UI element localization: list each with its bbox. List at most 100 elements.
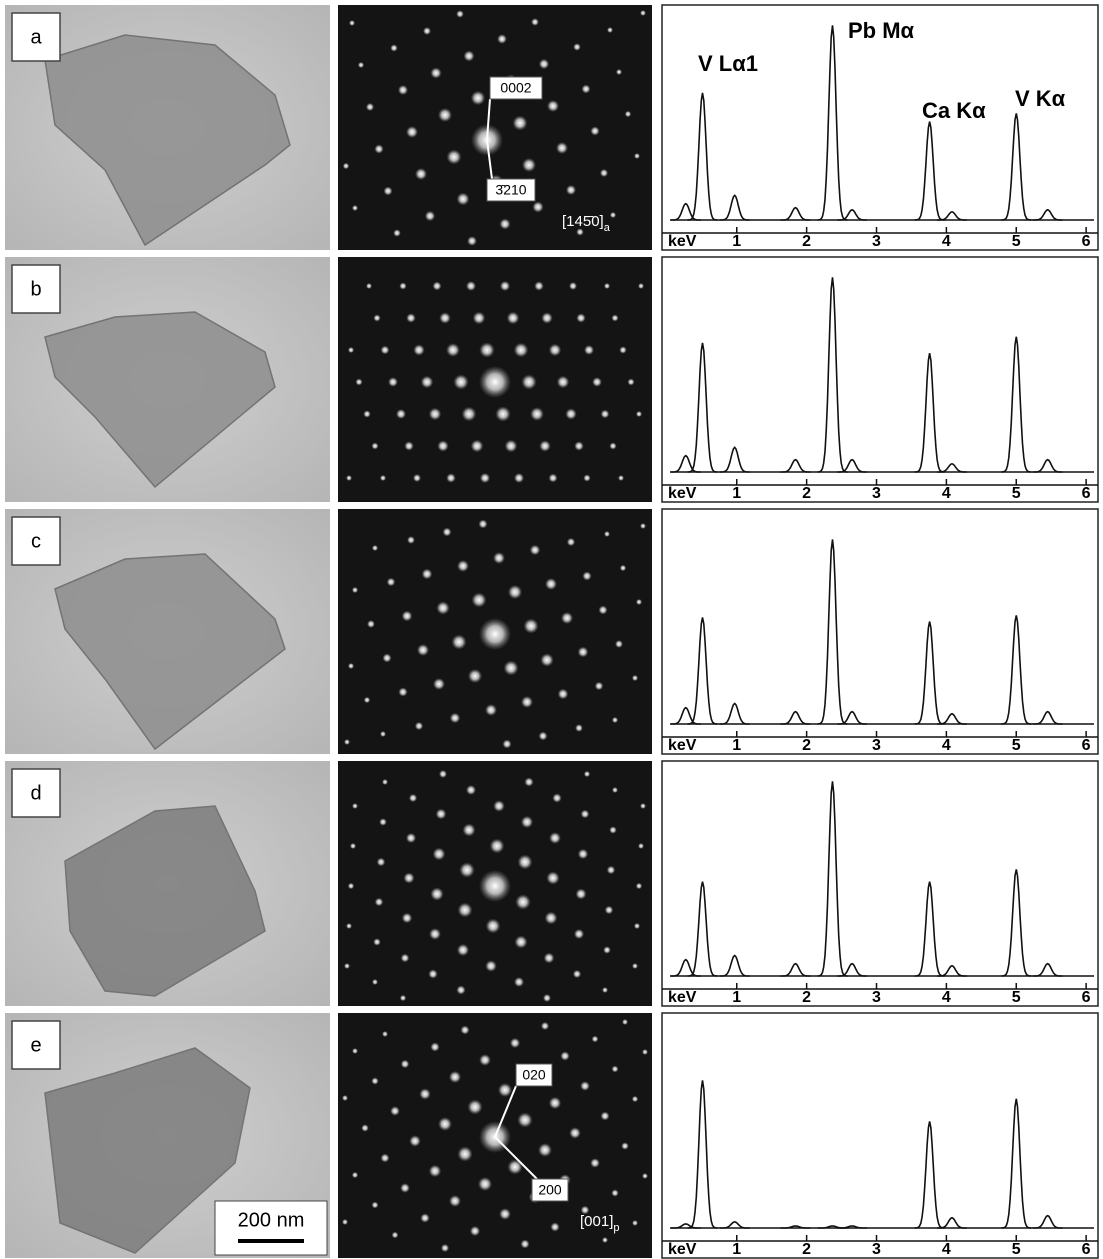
diffraction-spot xyxy=(583,474,591,482)
pointer-line xyxy=(486,139,493,180)
diffraction-spot xyxy=(611,1189,619,1197)
diffraction-spot xyxy=(400,1059,410,1069)
crystal xyxy=(44,311,276,489)
diffraction-spot xyxy=(469,1225,481,1237)
diffraction-spot xyxy=(451,634,467,650)
x-axis-label: keV xyxy=(668,485,697,502)
spectrum-peak xyxy=(719,1220,750,1229)
diffraction-spot xyxy=(580,809,590,819)
diffraction-spot xyxy=(640,523,646,529)
x-tick-label: 4 xyxy=(942,1241,951,1258)
spectrum-frame xyxy=(661,256,1099,503)
diffraction-spot xyxy=(548,1096,562,1110)
zone-axis-text: [145̄0] xyxy=(562,213,604,230)
diffraction-spot xyxy=(371,442,379,450)
diffraction-spot xyxy=(407,536,415,544)
crystal xyxy=(54,553,286,751)
x-axis-label: keV xyxy=(668,989,697,1006)
diffraction-spot xyxy=(449,712,461,724)
diffraction-spot xyxy=(398,687,408,697)
spectrum-peak xyxy=(719,446,750,473)
peak-label: V Lα1 xyxy=(698,51,758,76)
diffraction-spot xyxy=(414,167,428,181)
diffraction-spot xyxy=(513,976,525,988)
diffraction-spot xyxy=(479,618,511,650)
diffraction-spot xyxy=(446,343,460,357)
diffraction-spot xyxy=(633,922,641,930)
x-tick-label: 1 xyxy=(732,989,741,1006)
diffraction-spot xyxy=(615,68,623,76)
diffraction-spot xyxy=(493,800,505,812)
diffraction-spot xyxy=(465,784,477,796)
diffraction-spot xyxy=(382,653,392,663)
diffraction-spot xyxy=(568,281,578,291)
diffraction-spot xyxy=(365,102,375,112)
spectrum-peak xyxy=(670,454,701,473)
diffraction-spot xyxy=(576,313,586,323)
diffraction-spot xyxy=(618,475,624,481)
crystal xyxy=(64,805,266,997)
diffraction-spot xyxy=(393,229,401,237)
diffraction-spot xyxy=(577,646,589,658)
scale-bar-label: 200 nm xyxy=(238,1209,305,1231)
diffraction-spot xyxy=(543,952,555,964)
scale-bar-box xyxy=(214,1200,328,1256)
diffraction-spot xyxy=(565,184,577,196)
x-axis-label: keV xyxy=(668,1241,697,1258)
zone-axis-subscript: a xyxy=(604,222,611,234)
diffraction-spot xyxy=(548,473,558,483)
spectrum-peak xyxy=(719,702,750,725)
diffraction-spot xyxy=(631,674,639,682)
diffraction-spot xyxy=(512,115,528,131)
zone-axis: [001]p xyxy=(580,1213,620,1234)
diffraction-spot xyxy=(380,345,390,355)
diffraction-spot xyxy=(577,848,589,860)
diffraction-spot xyxy=(632,1220,638,1226)
diffraction-spot xyxy=(538,58,550,70)
spectrum-peak xyxy=(670,1223,701,1229)
diffraction-spot xyxy=(507,1159,523,1175)
x-tick-label: 3 xyxy=(872,485,881,502)
diffraction-spot xyxy=(448,1070,462,1084)
spectrum-peak xyxy=(817,539,848,725)
x-tick-label: 5 xyxy=(1012,737,1021,754)
diffraction-spot xyxy=(382,779,388,785)
diffraction-spot xyxy=(456,985,466,995)
diffraction-spot xyxy=(640,803,646,809)
diffraction-spot xyxy=(583,770,591,778)
diffraction-spot xyxy=(542,993,552,1003)
spectrum-peak xyxy=(687,92,718,221)
diffraction-spot xyxy=(560,1051,570,1061)
x-tick-label: 4 xyxy=(942,989,951,1006)
diffraction-spot xyxy=(614,639,624,649)
diffraction-spot xyxy=(449,1195,461,1207)
diffraction-spot xyxy=(621,1142,629,1150)
x-tick-label: 2 xyxy=(802,737,811,754)
x-tick-label: 3 xyxy=(872,1241,881,1258)
panel-label-box xyxy=(11,264,61,314)
index-label-box xyxy=(486,178,536,202)
diffraction-spot xyxy=(538,1143,552,1157)
x-tick-label: 5 xyxy=(1012,485,1021,502)
diffraction-spot xyxy=(347,882,355,890)
x-tick-label: 3 xyxy=(872,737,881,754)
diffraction-spot xyxy=(634,153,640,159)
spectrum-peak xyxy=(817,277,848,473)
diffraction-spot xyxy=(465,280,477,292)
diffraction-spot xyxy=(503,660,519,676)
diffraction-spot xyxy=(607,27,613,33)
diffraction-spot xyxy=(404,441,414,451)
diffraction-spot xyxy=(446,473,456,483)
diffraction-spot xyxy=(566,537,576,547)
diffraction-spot xyxy=(520,815,534,829)
diffraction-spot xyxy=(351,586,359,594)
diffraction-spot xyxy=(409,1135,421,1147)
diffraction-spot xyxy=(635,882,643,890)
spectrum-peak xyxy=(914,352,945,473)
diffraction-spot xyxy=(538,731,548,741)
diffraction-spot xyxy=(632,963,638,969)
diffraction-spot xyxy=(366,619,376,629)
diffraction-spot xyxy=(400,1183,410,1193)
diffraction-spot xyxy=(598,605,608,615)
diffraction-spot xyxy=(600,1111,610,1121)
